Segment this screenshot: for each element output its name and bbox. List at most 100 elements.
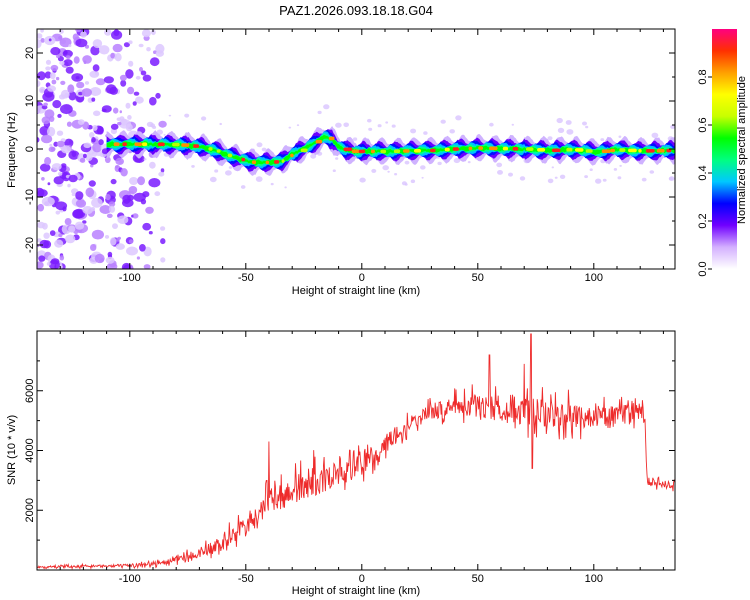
noise-blob — [551, 166, 554, 169]
noise-blob — [95, 78, 106, 86]
noise-blob — [160, 226, 166, 231]
colorbar: 0.0 0.2 0.4 0.6 0.8 Normalized spectral ampl… — [697, 29, 748, 277]
ridge-hotspot — [489, 146, 498, 151]
ridge-hotspot — [551, 148, 561, 153]
noise-blob — [51, 163, 62, 171]
ridge-hotspot — [468, 146, 473, 151]
noise-blob — [45, 66, 51, 71]
ridge-hotspot — [512, 147, 519, 151]
noise-blob — [68, 225, 76, 233]
noise-blob — [57, 113, 62, 118]
noise-blob — [88, 180, 96, 187]
ridge-hotspot — [343, 147, 353, 152]
ridge-hotspot — [265, 160, 270, 165]
noise-blob — [66, 121, 72, 127]
noise-blob — [111, 30, 123, 40]
noise-blob — [317, 110, 322, 115]
noise-blob — [256, 142, 263, 148]
snr-plot-area — [37, 333, 675, 570]
noise-blob — [158, 120, 167, 128]
ridge-hotspot — [315, 139, 323, 144]
noise-blob — [367, 118, 372, 123]
noise-blob — [270, 182, 274, 186]
noise-blob — [332, 169, 336, 172]
noise-blob — [343, 122, 350, 128]
noise-blob — [74, 221, 85, 230]
noise-blob — [41, 134, 53, 144]
noise-blob — [126, 246, 138, 256]
ridge-hotspot — [328, 136, 335, 141]
noise-blob — [92, 64, 100, 72]
noise-blob — [554, 176, 558, 179]
noise-blob — [121, 262, 131, 269]
noise-blob — [44, 157, 52, 166]
noise-blob — [85, 44, 89, 49]
noise-blob — [209, 176, 217, 183]
noise-blob — [116, 117, 122, 121]
noise-blob — [120, 79, 127, 87]
noise-blob — [191, 165, 195, 168]
noise-blob — [67, 84, 75, 93]
noise-blob — [47, 182, 51, 186]
noise-blob — [73, 56, 80, 64]
noise-blob — [115, 243, 125, 250]
noise-blob — [37, 39, 42, 49]
noise-blob — [368, 127, 373, 131]
noise-blob — [584, 175, 588, 179]
noise-blob — [84, 81, 90, 85]
noise-blob — [117, 121, 122, 126]
noise-blob — [98, 139, 104, 146]
noise-blob — [135, 96, 144, 104]
noise-blob — [59, 61, 65, 65]
noise-blob — [43, 102, 48, 107]
noise-blob — [99, 205, 112, 214]
ridge-hotspot — [122, 142, 127, 146]
ridge-hotspot — [645, 149, 655, 153]
noise-blob — [92, 39, 103, 49]
noise-blob — [58, 233, 63, 238]
noise-blob — [39, 239, 50, 249]
noise-blob — [651, 132, 659, 138]
noise-blob — [49, 72, 56, 80]
noise-blob — [127, 86, 135, 95]
noise-blob — [353, 137, 358, 141]
y-tick-label: 0 — [24, 146, 36, 152]
noise-blob — [377, 124, 382, 128]
noise-blob — [65, 234, 76, 244]
noise-blob — [118, 119, 132, 129]
noise-blob — [582, 121, 587, 126]
snr-x-ticks: -100 -50 0 50 100 — [36, 331, 664, 585]
noise-blob — [89, 87, 102, 96]
noise-blob — [42, 92, 55, 102]
noise-blob — [225, 170, 232, 176]
colorbar-tick-label: 0.8 — [697, 69, 709, 84]
noise-blob — [91, 197, 103, 208]
noise-blob — [154, 191, 161, 197]
noise-blob — [47, 85, 56, 92]
ridge-hotspot — [610, 148, 615, 153]
noise-blob — [45, 59, 52, 65]
noise-blob — [214, 169, 219, 173]
noise-blob — [109, 237, 117, 246]
ridge-hotspot — [414, 149, 421, 153]
noise-blob — [49, 143, 53, 147]
noise-blob — [75, 76, 80, 80]
noise-blob — [56, 140, 65, 148]
snr-panel: -100 -50 0 50 100 2000 4000 6000 Height of str… — [6, 330, 676, 597]
noise-blob — [46, 262, 51, 266]
noise-blob — [146, 47, 151, 52]
noise-blob — [137, 176, 146, 186]
ridge-hotspot — [566, 147, 573, 152]
noise-blob — [557, 127, 565, 133]
x-tick-label: -100 — [119, 272, 141, 284]
y-tick-label: 4000 — [24, 438, 36, 462]
noise-blob — [54, 239, 64, 248]
noise-blob — [120, 168, 128, 177]
noise-blob — [60, 104, 73, 115]
noise-blob — [151, 29, 156, 36]
snr-y-label: SNR (10 * v/v) — [6, 415, 18, 485]
noise-blob — [109, 86, 118, 95]
noise-blob — [51, 79, 57, 85]
snr-x-label: Height of straight line (km) — [292, 585, 420, 597]
